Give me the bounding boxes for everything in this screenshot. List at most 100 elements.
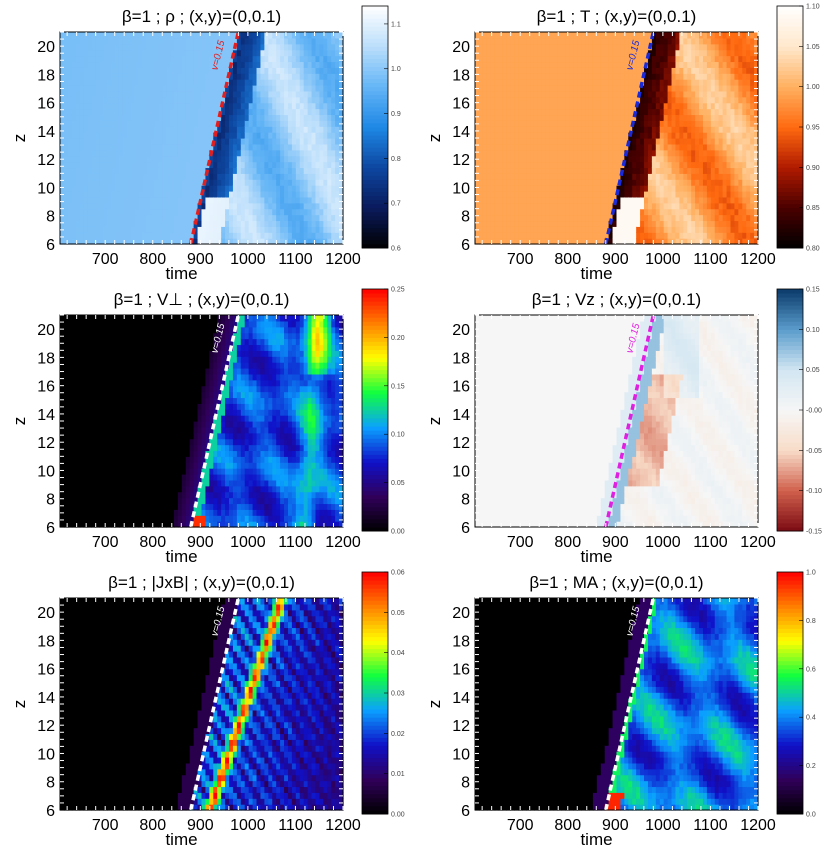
- heatmap-cell: [174, 209, 179, 215]
- heatmap-cell: [601, 67, 606, 73]
- heatmap-cell: [225, 185, 230, 191]
- heatmap-cell: [276, 120, 281, 126]
- heatmap-cell: [514, 173, 519, 179]
- heatmap-cell: [691, 79, 696, 85]
- heatmap-cell: [683, 138, 688, 144]
- heatmap-cell: [526, 179, 531, 185]
- heatmap-cell: [194, 67, 199, 73]
- heatmap-cell: [675, 32, 680, 38]
- heatmap-cell: [280, 144, 285, 150]
- heatmap-cell: [668, 126, 673, 132]
- heatmap-cell: [68, 120, 73, 126]
- colorbar-segment: [362, 10, 388, 15]
- heatmap-cell: [284, 156, 289, 162]
- heatmap-cell: [644, 185, 649, 191]
- heatmap-cell: [624, 215, 629, 221]
- heatmap-cell: [288, 220, 293, 226]
- heatmap-cell: [561, 32, 566, 38]
- heatmap-cell: [679, 73, 684, 79]
- heatmap-cell: [636, 197, 641, 203]
- heatmap-cell: [304, 38, 309, 44]
- heatmap-cell: [585, 197, 590, 203]
- heatmap-cell: [620, 97, 625, 103]
- colorbar-segment: [362, 22, 388, 27]
- heatmap-cell: [652, 44, 657, 50]
- heatmap-cell: [664, 226, 669, 232]
- heatmap-cell: [84, 191, 89, 197]
- heatmap-cell: [88, 215, 93, 221]
- heatmap-cell: [550, 203, 555, 209]
- heatmap-cell: [656, 114, 661, 120]
- heatmap-cell: [526, 61, 531, 67]
- heatmap-cell: [272, 197, 277, 203]
- heatmap-cell: [656, 109, 661, 115]
- heatmap-cell: [166, 109, 171, 115]
- heatmap-cell: [123, 138, 128, 144]
- heatmap-cell: [526, 185, 531, 191]
- heatmap-cell: [99, 85, 104, 91]
- heatmap-cell: [221, 173, 226, 179]
- heatmap-cell: [546, 203, 551, 209]
- heatmap-cell: [652, 61, 657, 67]
- heatmap-cell: [648, 197, 653, 203]
- heatmap-cell: [660, 50, 665, 56]
- heatmap-cell: [88, 79, 93, 85]
- heatmap-cell: [660, 38, 665, 44]
- panel-title: β=1 ; ρ ; (x,y)=(0,0.1): [122, 7, 281, 26]
- heatmap-cell: [166, 209, 171, 215]
- heatmap-cell: [695, 38, 700, 44]
- heatmap-cell: [150, 185, 155, 191]
- heatmap-cell: [487, 120, 492, 126]
- heatmap-cell: [288, 126, 293, 132]
- heatmap-cell: [522, 185, 527, 191]
- heatmap-cell: [526, 156, 531, 162]
- heatmap-cell: [526, 120, 531, 126]
- heatmap-cell: [687, 220, 692, 226]
- heatmap-cell: [542, 179, 547, 185]
- heatmap-cell: [323, 215, 328, 221]
- heatmap-cell: [569, 138, 574, 144]
- heatmap-cell: [518, 138, 523, 144]
- heatmap-cell: [95, 215, 100, 221]
- heatmap-cell: [550, 44, 555, 50]
- heatmap-cell: [495, 191, 500, 197]
- heatmap-cell: [331, 50, 336, 56]
- heatmap-cell: [280, 97, 285, 103]
- heatmap-cell: [135, 215, 140, 221]
- heatmap-cell: [483, 38, 488, 44]
- heatmap-cell: [209, 232, 214, 238]
- heatmap-cell: [644, 97, 649, 103]
- heatmap-cell: [308, 209, 313, 215]
- heatmap-cell: [123, 144, 128, 150]
- heatmap-cell: [182, 103, 187, 109]
- heatmap-cell: [664, 156, 669, 162]
- heatmap-cell: [186, 209, 191, 215]
- heatmap-cell: [131, 197, 136, 203]
- heatmap-cell: [573, 44, 578, 50]
- heatmap-cell: [76, 73, 81, 79]
- heatmap-cell: [542, 144, 547, 150]
- heatmap-cell: [205, 44, 210, 50]
- heatmap-cell: [675, 138, 680, 144]
- heatmap-cell: [569, 67, 574, 73]
- heatmap-cell: [174, 185, 179, 191]
- heatmap-cell: [229, 156, 234, 162]
- heatmap-cell: [664, 167, 669, 173]
- heatmap-cell: [707, 173, 712, 179]
- heatmap-cell: [620, 191, 625, 197]
- heatmap-cell: [174, 167, 179, 173]
- heatmap-cell: [687, 203, 692, 209]
- heatmap-cell: [202, 109, 207, 115]
- heatmap-cell: [675, 126, 680, 132]
- heatmap-cell: [711, 114, 716, 120]
- heatmap-cell: [257, 179, 262, 185]
- heatmap-cell: [202, 91, 207, 97]
- heatmap-cell: [186, 138, 191, 144]
- heatmap-cell: [335, 215, 340, 221]
- heatmap-cell: [182, 32, 187, 38]
- heatmap-cell: [64, 103, 69, 109]
- y-tick-label: 14: [37, 124, 55, 141]
- heatmap-cell: [703, 56, 708, 62]
- heatmap-cell: [178, 85, 183, 91]
- heatmap-cell: [327, 103, 332, 109]
